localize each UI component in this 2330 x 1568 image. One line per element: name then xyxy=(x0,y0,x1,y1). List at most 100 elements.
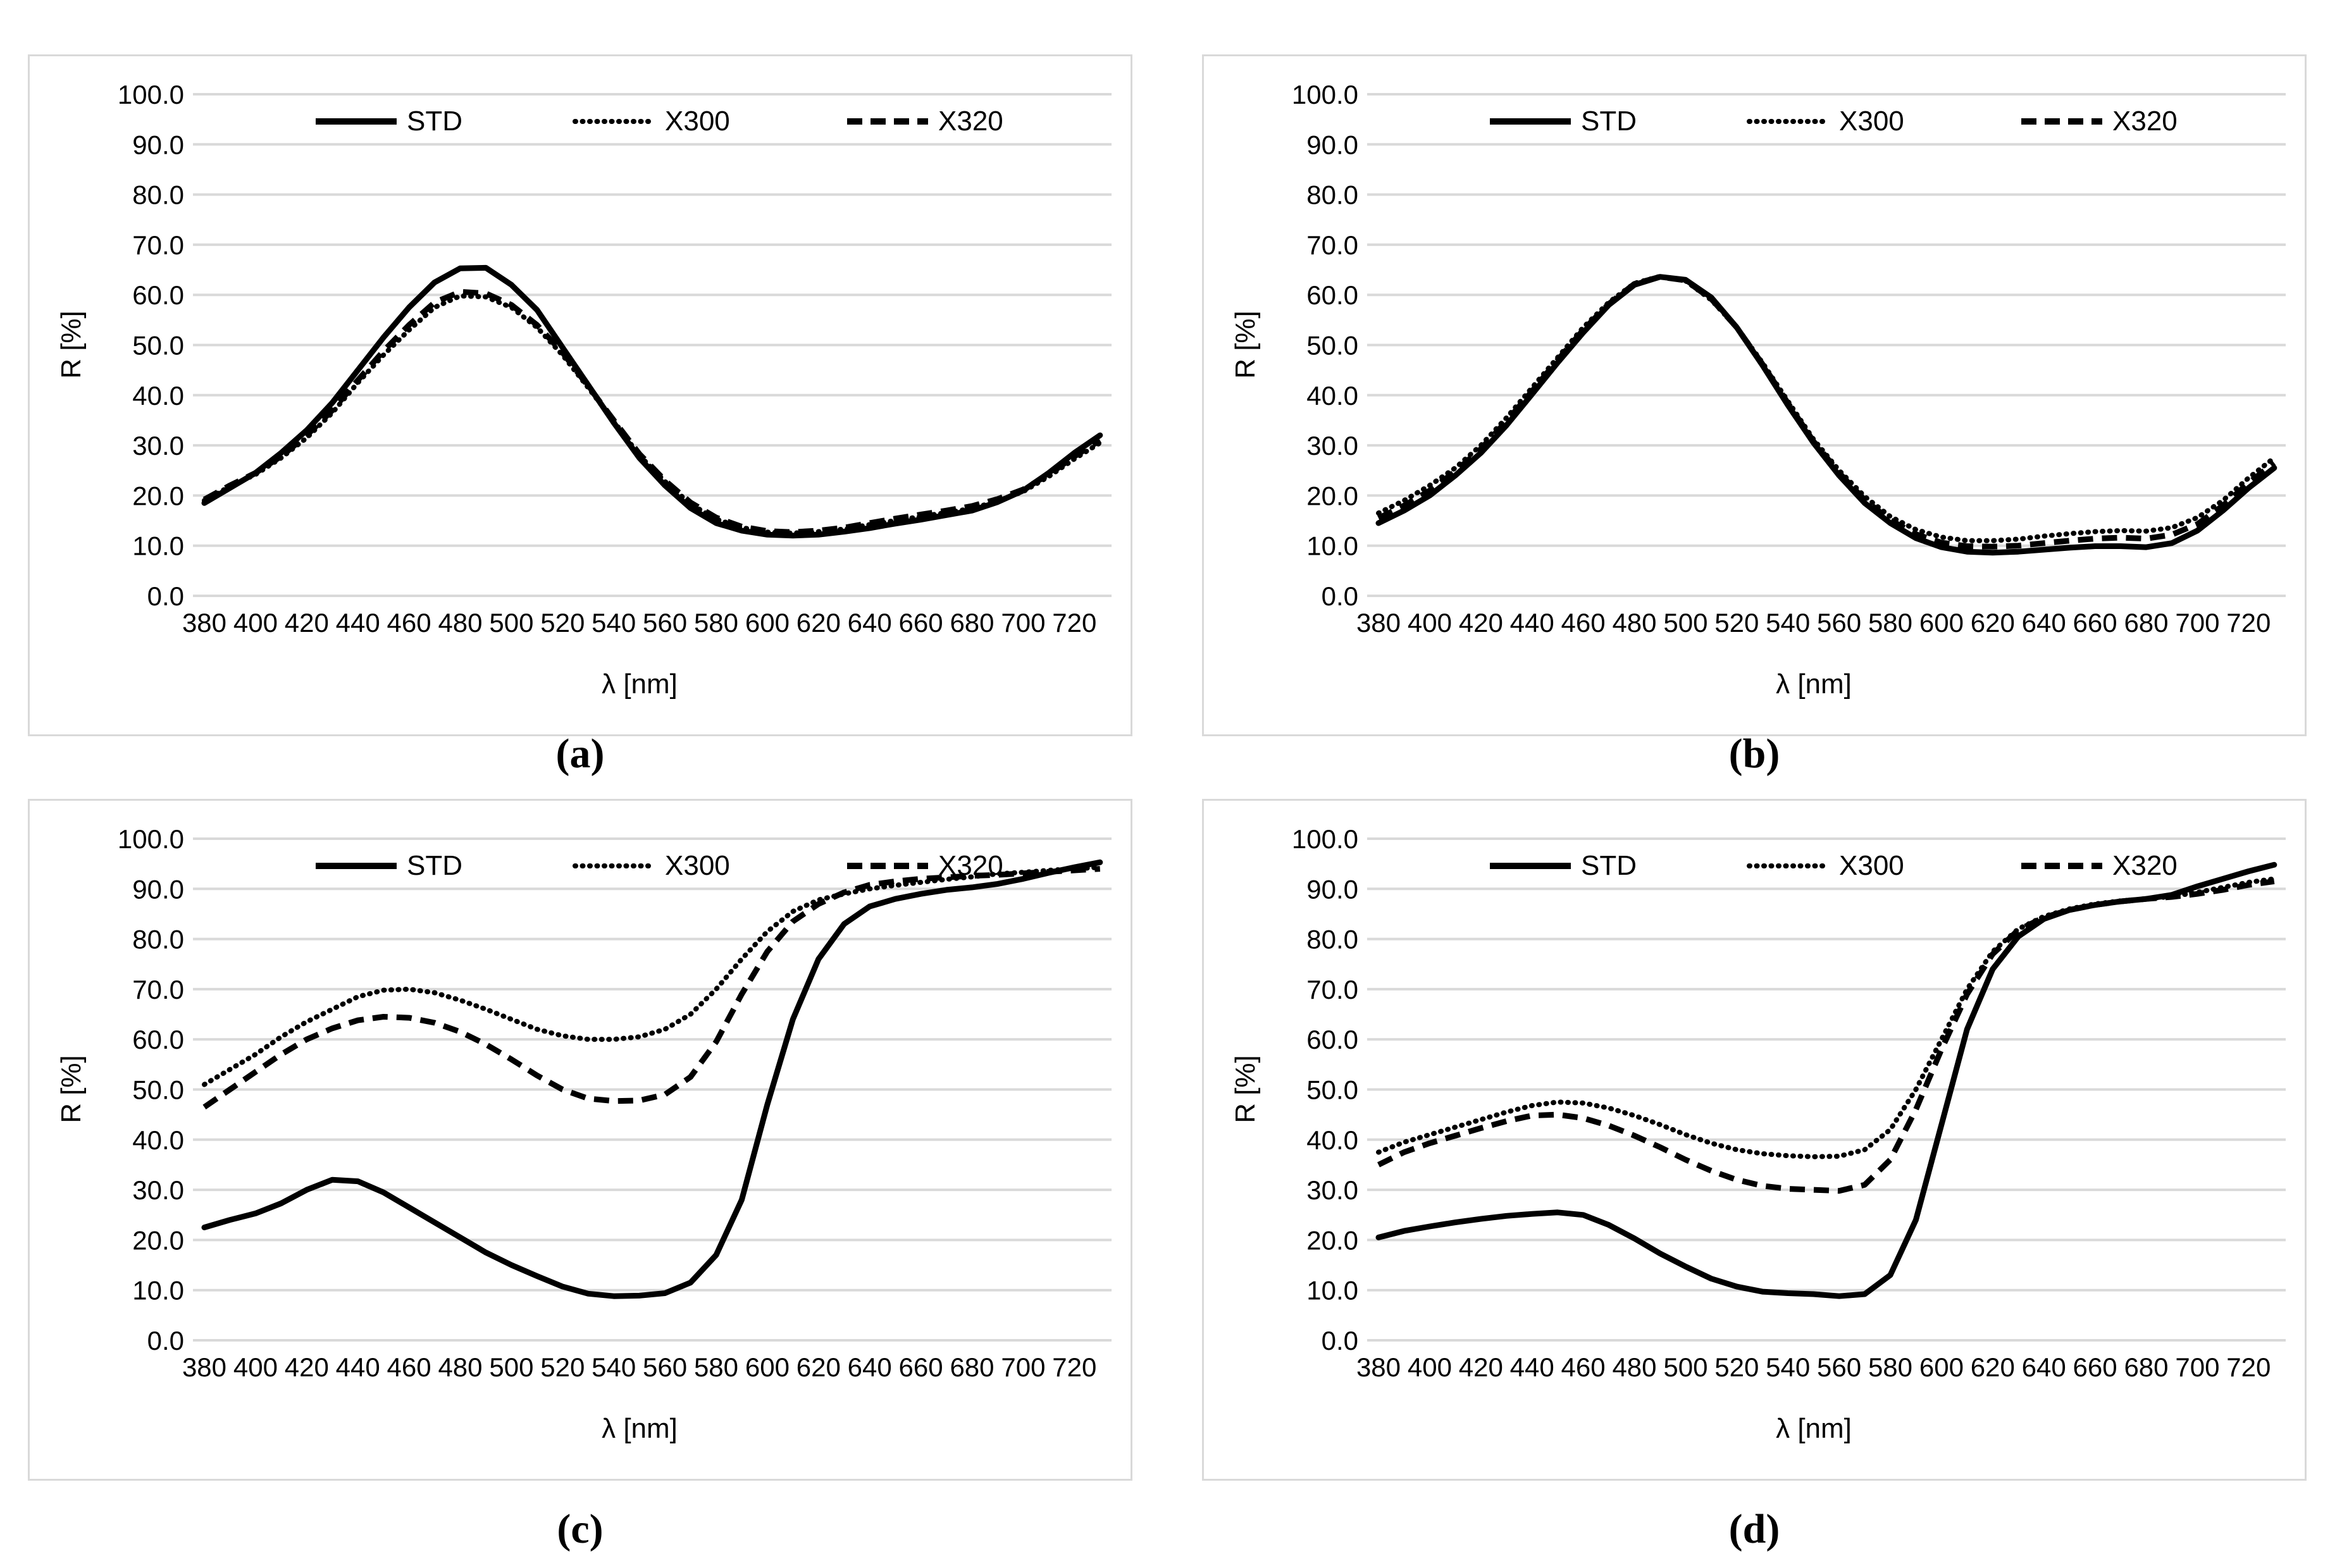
legend-d: STD X300 X320 xyxy=(1204,851,2305,880)
gridlines xyxy=(193,93,1112,597)
series-line-std xyxy=(201,264,1103,539)
x-tick-label: 380 xyxy=(182,1352,226,1382)
x-tick-label: 540 xyxy=(1766,608,1810,638)
y-tick-label: 20.0 xyxy=(1306,1225,1358,1255)
x-tick-label: 640 xyxy=(848,608,892,638)
legend-item-x300: X300 xyxy=(573,107,730,136)
x-tick-label: 460 xyxy=(387,608,431,638)
y-tick-label: 20.0 xyxy=(1306,481,1358,510)
series-line-x300 xyxy=(1376,273,2277,543)
x-tick-label: 380 xyxy=(182,608,226,638)
plot-area-a: 100.0 90.0 80.0 70.0 60.0 50.0 40.0 30.0 20.0 10.… xyxy=(118,80,1112,638)
y-tick-label: 70.0 xyxy=(132,230,184,260)
legend-item-std: STD xyxy=(314,107,462,136)
plot-area-c: 100.0 90.0 80.0 70.0 60.0 50.0 40.0 30.0 20.0 10.… xyxy=(118,824,1112,1382)
y-tick-label: 100.0 xyxy=(118,80,184,109)
x-axis-title: λ [nm] xyxy=(602,1413,678,1444)
y-axis-title: R [%] xyxy=(56,311,87,379)
y-tick-label: 0.0 xyxy=(147,1326,184,1355)
y-tick-label: 30.0 xyxy=(132,1175,184,1205)
y-axis-title: R [%] xyxy=(56,1055,87,1123)
legend-label-x300: X300 xyxy=(1839,106,1904,137)
dashed-line-icon xyxy=(847,118,928,125)
x-tick-label: 640 xyxy=(848,1352,892,1382)
x-tick-label: 680 xyxy=(2124,1352,2168,1382)
x-tick-label: 520 xyxy=(1714,1352,1759,1382)
x-tick-label: 420 xyxy=(285,1352,329,1382)
chart-panel-d: 100.0 90.0 80.0 70.0 60.0 50.0 40.0 30.0 20.0 10.… xyxy=(1202,799,2307,1481)
x-tick-label: 720 xyxy=(2226,1352,2271,1382)
caption-d: (d) xyxy=(1728,1506,1780,1552)
legend-c: STD X300 X320 xyxy=(30,851,1131,880)
y-tick-label: 10.0 xyxy=(1306,1276,1358,1306)
x-tick-label: 560 xyxy=(1817,608,1861,638)
x-tick-label: 580 xyxy=(694,608,738,638)
y-tick-label: 60.0 xyxy=(132,280,184,310)
dotted-line-icon xyxy=(1747,863,1830,868)
y-tick-label: 50.0 xyxy=(1306,1075,1358,1105)
x-tick-label: 500 xyxy=(489,608,533,638)
y-tick-label: 20.0 xyxy=(132,1225,184,1255)
legend-label-x320: X320 xyxy=(938,106,1003,137)
x-tick-label: 660 xyxy=(899,608,943,638)
x-tick-label: 460 xyxy=(387,1352,431,1382)
x-tick-label: 560 xyxy=(643,1352,687,1382)
x-tick-label: 440 xyxy=(336,1352,380,1382)
gridlines xyxy=(1367,837,2286,1342)
x-tick-label: 420 xyxy=(1459,608,1503,638)
y-tick-label: 10.0 xyxy=(1306,531,1358,561)
dotted-line-icon xyxy=(1747,119,1830,124)
x-tick-label: 700 xyxy=(1001,1352,1045,1382)
x-tick-label: 580 xyxy=(1868,1352,1912,1382)
x-tick-label: 420 xyxy=(285,608,329,638)
y-axis-title: R [%] xyxy=(1230,311,1261,379)
y-tick-label: 100.0 xyxy=(1292,824,1358,854)
x-tick-label: 480 xyxy=(1612,608,1656,638)
caption-b: (b) xyxy=(1728,731,1780,777)
x-tick-label: 420 xyxy=(1459,1352,1503,1382)
y-tick-label: 80.0 xyxy=(1306,180,1358,210)
legend-item-x320: X320 xyxy=(2020,851,2178,880)
series-line-x320 xyxy=(1377,274,2276,550)
y-tick-label: 100.0 xyxy=(118,824,184,854)
x-tick-label: 600 xyxy=(1919,1352,1964,1382)
plot-area-b: 100.0 90.0 80.0 70.0 60.0 50.0 40.0 30.0 20.0 10.… xyxy=(1292,80,2286,638)
x-tick-label: 660 xyxy=(2073,608,2117,638)
x-tick-label: 400 xyxy=(233,608,278,638)
y-tick-label: 10.0 xyxy=(132,1276,184,1306)
series-line-x320 xyxy=(1377,878,2275,1194)
y-tick-label: 20.0 xyxy=(132,481,184,510)
y-tick-label: 40.0 xyxy=(1306,1125,1358,1155)
series-line-x320 xyxy=(202,866,1101,1110)
y-tick-label: 90.0 xyxy=(1306,130,1358,159)
solid-line-icon xyxy=(1490,118,1571,125)
x-tick-label: 700 xyxy=(2175,1352,2219,1382)
legend-item-x320: X320 xyxy=(2020,107,2178,136)
legend-item-x320: X320 xyxy=(846,851,1003,880)
x-tick-label: 500 xyxy=(1663,608,1707,638)
legend-label-std: STD xyxy=(407,850,462,881)
x-tick-label: 540 xyxy=(592,1352,636,1382)
series-line-x300 xyxy=(202,865,1103,1087)
x-tick-label: 620 xyxy=(1971,1352,2015,1382)
y-tick-label: 80.0 xyxy=(132,925,184,954)
x-tick-label: 500 xyxy=(489,1352,533,1382)
x-tick-label: 500 xyxy=(1663,1352,1707,1382)
x-tick-label: 600 xyxy=(1919,608,1964,638)
y-tick-label: 90.0 xyxy=(132,874,184,904)
x-tick-label: 480 xyxy=(438,608,482,638)
x-tick-label: 640 xyxy=(2022,608,2066,638)
y-tick-label: 0.0 xyxy=(147,581,184,611)
legend-a: STD X300 X320 xyxy=(30,107,1131,136)
series-line-x300 xyxy=(202,293,1103,536)
x-tick-label: 620 xyxy=(796,1352,841,1382)
x-axis-title: λ [nm] xyxy=(1776,1413,1852,1444)
chart-panel-b: 100.0 90.0 80.0 70.0 60.0 50.0 40.0 30.0 20.0 10.… xyxy=(1202,54,2307,736)
dashed-line-icon xyxy=(847,863,928,869)
x-tick-label: 520 xyxy=(540,608,585,638)
legend-item-x320: X320 xyxy=(846,107,1003,136)
series-line-std xyxy=(1375,861,2277,1299)
y-tick-label: 10.0 xyxy=(132,531,184,561)
plot-area-d: 100.0 90.0 80.0 70.0 60.0 50.0 40.0 30.0 20.0 10.… xyxy=(1292,824,2286,1382)
y-tick-label: 80.0 xyxy=(132,180,184,210)
